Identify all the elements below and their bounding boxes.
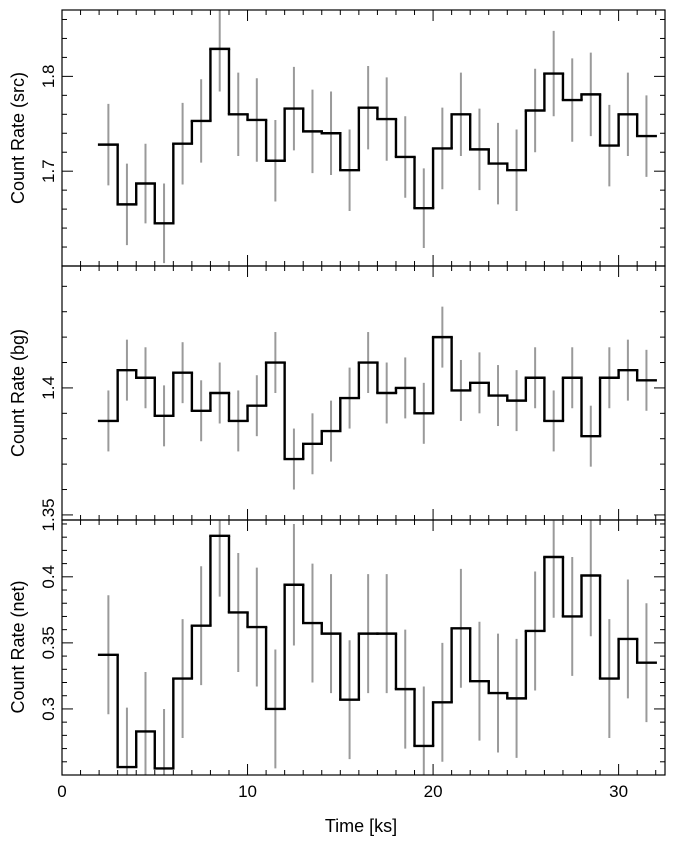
ytick-label-src-1: 1.8: [39, 65, 58, 89]
ylabel-src: Count Rate (src): [8, 72, 28, 204]
panel-net-frame: [61, 519, 666, 776]
xlabel: Time [ks]: [325, 816, 397, 836]
ytick-label-net-0: 0.3: [39, 697, 58, 721]
xtick-label-3: 30: [609, 782, 628, 801]
ytick-label-net-1: 0.35: [39, 626, 58, 659]
panel-bg-data: [97, 306, 657, 490]
ylabel-net: Count Rate (net): [8, 580, 28, 713]
ylabel-bg: Count Rate (bg): [8, 329, 28, 457]
xtick-label-0: 0: [57, 782, 66, 801]
ytick-label-src-0: 1.7: [39, 159, 58, 183]
xtick-label-1: 10: [238, 782, 257, 801]
panel-net: 0.3 0.35 0.4 0 10 20 30: [39, 519, 666, 801]
xtick-label-2: 20: [424, 782, 443, 801]
ytick-label-net-2: 0.4: [39, 565, 58, 589]
panel-net-data: [97, 520, 657, 775]
ytick-label-bg-0: 1.35: [39, 498, 58, 531]
panel-bg: 1.35 1.4: [39, 265, 666, 531]
ytick-label-bg-1: 1.4: [39, 376, 58, 400]
panel-src-data: [97, 10, 657, 264]
panel-src: 1.7 1.8: [39, 9, 666, 267]
